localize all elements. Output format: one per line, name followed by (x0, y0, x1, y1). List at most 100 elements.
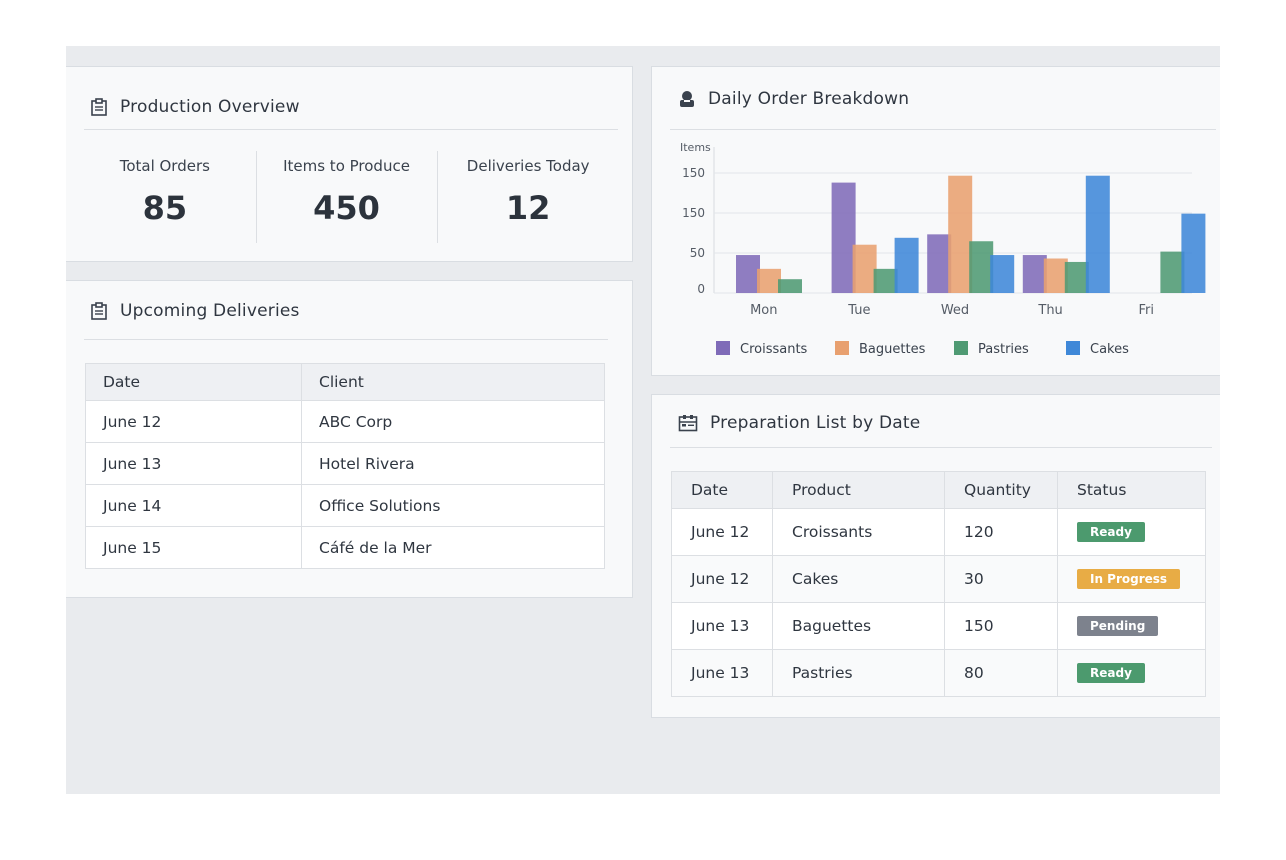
y-tick-label: 150 (682, 206, 705, 220)
stat-label: Items to Produce (283, 157, 410, 175)
calendar-list-icon (678, 415, 698, 432)
table-row[interactable]: June 14 Office Solutions (85, 484, 605, 527)
column-header-quantity[interactable]: Quantity (944, 471, 1058, 509)
bar-pastries-tue (873, 268, 898, 293)
legend-label-pastries: Pastries (978, 342, 1029, 357)
stat-value: 450 (313, 189, 380, 227)
cell-client: ABC Corp (301, 400, 605, 443)
x-tick-label: Thu (1037, 303, 1062, 318)
baker-icon (680, 91, 694, 107)
cell-date: June 15 (85, 526, 302, 569)
column-header-product[interactable]: Product (772, 471, 945, 509)
preparation-table: Date Product Quantity Status June 12 Cro… (671, 471, 1206, 697)
column-header-date[interactable]: Date (671, 471, 773, 509)
x-tick-label: Wed (941, 303, 969, 318)
cell-client: Hotel Rivera (301, 442, 605, 485)
column-header-date[interactable]: Date (85, 363, 302, 401)
table-row[interactable]: June 12 ABC Corp (85, 400, 605, 443)
y-axis-label: Items (680, 141, 711, 154)
legend-swatch-croissants (716, 341, 730, 355)
cell-quantity: 150 (944, 602, 1058, 650)
divider (84, 129, 618, 130)
table-row[interactable]: June 15 Cáfé de la Mer (85, 526, 605, 569)
panel-title: Upcoming Deliveries (120, 301, 300, 321)
production-overview-header: Production Overview (90, 97, 300, 117)
preparation-list-panel: Preparation List by Date Date Product Qu… (651, 394, 1220, 718)
stat-label: Deliveries Today (466, 157, 590, 175)
bar-cakes-tue (894, 237, 919, 293)
bar-croissants-wed (927, 234, 952, 293)
legend-label-croissants: Croissants (740, 342, 808, 357)
stat-label: Total Orders (119, 157, 210, 175)
x-tick-label: Mon (750, 303, 777, 318)
status-badge: Ready (1077, 522, 1145, 542)
cell-quantity: 80 (944, 649, 1058, 697)
bar-baguettes-tue (852, 244, 877, 293)
table-row[interactable]: June 13 Pastries 80 Ready (671, 649, 1206, 697)
status-badge: Pending (1077, 616, 1159, 636)
cell-status: In Progress (1057, 555, 1206, 603)
column-header-status[interactable]: Status (1057, 471, 1206, 509)
cell-date: June 12 (85, 400, 302, 443)
stat-deliveries-today: Deliveries Today 12 (437, 151, 619, 243)
legend-swatch-cakes (1066, 341, 1080, 355)
dashboard: Production Overview Total Orders 85 Item… (66, 46, 1220, 794)
divider (670, 447, 1212, 448)
legend-swatch-pastries (954, 341, 968, 355)
cell-product: Baguettes (772, 602, 945, 650)
table-row[interactable]: June 12 Croissants 120 Ready (671, 508, 1206, 556)
y-tick-label: 0 (697, 282, 705, 296)
cell-date: June 12 (671, 508, 773, 556)
stat-value: 85 (142, 189, 188, 227)
cell-date: June 13 (671, 602, 773, 650)
daily-order-breakdown-panel: Daily Order Breakdown Items 0 50 150 150 Mon T… (651, 66, 1220, 376)
cell-quantity: 30 (944, 555, 1058, 603)
bar-pastries-thu (1064, 261, 1089, 293)
bar-pastries-mon (778, 279, 802, 293)
bar-croissants-mon (736, 255, 760, 293)
bar-baguettes-thu (1043, 258, 1068, 293)
deliveries-table: Date Client June 12 ABC Corp June 13 Hot… (85, 363, 605, 569)
stat-total-orders: Total Orders 85 (74, 151, 256, 243)
stat-value: 12 (505, 189, 551, 227)
table-row[interactable]: June 13 Baguettes 150 Pending (671, 602, 1206, 650)
legend-label-baguettes: Baguettes (859, 342, 926, 357)
clipboard-icon (91, 302, 107, 320)
table-row[interactable]: June 13 Hotel Rivera (85, 442, 605, 485)
table-row[interactable]: June 12 Cakes 30 In Progress (671, 555, 1206, 603)
cell-date: June 13 (671, 649, 773, 697)
panel-title: Preparation List by Date (710, 413, 921, 433)
y-tick-label: 50 (690, 246, 705, 260)
column-header-client[interactable]: Client (301, 363, 605, 401)
x-tick-label: Tue (847, 303, 870, 318)
stat-items-to-produce: Items to Produce 450 (255, 151, 438, 243)
bar-cakes-wed (990, 255, 1015, 293)
cell-date: June 14 (85, 484, 302, 527)
upcoming-deliveries-header: Upcoming Deliveries (90, 301, 300, 321)
y-tick-label: 150 (682, 166, 705, 180)
clipboard-icon (91, 98, 107, 116)
cell-client: Cáfé de la Mer (301, 526, 605, 569)
divider (670, 129, 1216, 130)
bar-pastries-fri (1160, 251, 1185, 293)
bar-cakes-thu (1085, 175, 1110, 293)
x-tick-label: Fri (1138, 303, 1154, 318)
stats-row: Total Orders 85 Items to Produce 450 Del… (74, 151, 619, 243)
cell-date: June 12 (671, 555, 773, 603)
cell-product: Pastries (772, 649, 945, 697)
table-header-row: Date Product Quantity Status (671, 471, 1206, 509)
cell-status: Pending (1057, 602, 1206, 650)
production-overview-panel: Production Overview Total Orders 85 Item… (66, 66, 633, 262)
cell-product: Croissants (772, 508, 945, 556)
bar-baguettes-wed (948, 175, 973, 293)
cell-quantity: 120 (944, 508, 1058, 556)
cell-date: June 13 (85, 442, 302, 485)
divider (84, 339, 608, 340)
bar-croissants-tue (831, 182, 856, 293)
panel-title: Production Overview (120, 97, 300, 117)
bar-chart: Items 0 50 150 150 Mon Tue Wed Thu Fri Croissants B… (680, 141, 1206, 357)
daily-order-breakdown-header: Daily Order Breakdown (678, 89, 909, 109)
legend-label-cakes: Cakes (1090, 342, 1129, 357)
bar-baguettes-mon (757, 268, 781, 293)
cell-product: Cakes (772, 555, 945, 603)
